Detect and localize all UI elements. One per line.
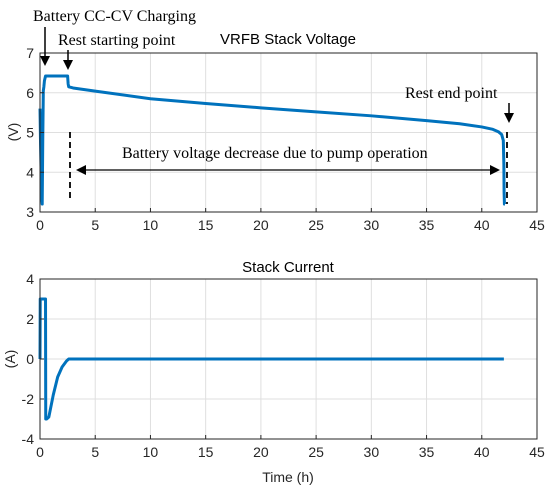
arrowhead-rest-end [504,113,514,123]
current-xlabel: Time (h) [262,469,314,485]
voltage-xtick-label: 35 [419,217,435,233]
current-xtick-label: 40 [474,444,490,460]
voltage-xtick-label: 45 [529,217,545,233]
voltage-xtick-label: 40 [474,217,490,233]
current-ytick-label: 2 [26,311,34,327]
current-ylabel: (A) [2,350,18,369]
voltage-xtick-label: 30 [364,217,380,233]
current-ticks: 0 5 10 15 20 25 30 35 40 45 -4 -2 0 2 4 [22,271,545,460]
annotation-rest-end: Rest end point [405,85,498,102]
current-ytick-label: 0 [26,351,34,367]
annotation-rest-start: Rest starting point [58,32,176,49]
current-title: Stack Current [242,259,335,276]
voltage-xtick-label: 0 [36,217,44,233]
voltage-ytick-label: 5 [26,125,34,141]
voltage-ytick-label: 6 [26,85,34,101]
voltage-title: VRFB Stack Voltage [220,31,356,48]
current-ytick-label: -4 [22,431,35,447]
arrowhead-rest-start [63,60,73,70]
arrowhead-charging [40,56,50,66]
current-series-line [38,297,504,421]
current-xtick-label: 20 [253,444,269,460]
current-xtick-label: 30 [364,444,380,460]
current-ytick-label: 4 [26,271,34,287]
annotation-charging: Battery CC-CV Charging [33,8,196,25]
current-xtick-label: 0 [36,444,44,460]
current-xtick-label: 15 [198,444,214,460]
current-xtick-label: 5 [91,444,99,460]
current-xtick-label: 45 [529,444,545,460]
voltage-ytick-label: 7 [26,45,34,61]
current-xtick-label: 10 [143,444,159,460]
voltage-xtick-label: 20 [253,217,269,233]
voltage-xtick-label: 25 [308,217,324,233]
voltage-ytick-label: 4 [26,164,34,180]
voltage-xtick-label: 10 [143,217,159,233]
decrease-arrowhead-right [490,165,500,175]
current-xtick-label: 25 [308,444,324,460]
annotation-decrease: Battery voltage decrease due to pump ope… [122,145,428,162]
voltage-series-line [38,74,506,206]
current-ytick-label: -2 [22,391,35,407]
decrease-arrowhead-left [76,165,86,175]
voltage-xtick-label: 15 [198,217,214,233]
voltage-ytick-label: 3 [26,204,34,220]
voltage-ylabel: (V) [5,123,21,142]
current-xtick-label: 35 [419,444,435,460]
voltage-xtick-label: 5 [91,217,99,233]
